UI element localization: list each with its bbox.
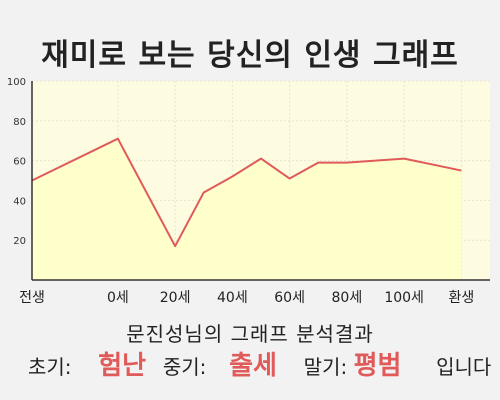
y-tick-label: 40 xyxy=(13,196,26,207)
early-label: 초기: xyxy=(28,355,72,379)
ending-text: 입니다 xyxy=(436,355,492,379)
middle-value: 출세 xyxy=(229,351,277,381)
result-summary: 초기: 험난 중기: 출세 말기: 평범 입니다 xyxy=(28,345,492,382)
x-tick-label: 20세 xyxy=(160,290,191,306)
x-tick-label: 60세 xyxy=(274,290,305,306)
life-graph-chart: 20 40 60 80 100 전생 0세 20세 40세 60세 80세 100세 환생 xyxy=(7,77,490,306)
late-label: 말기: xyxy=(303,355,348,379)
late-value: 평범 xyxy=(353,351,402,381)
early-value: 험난 xyxy=(98,351,147,381)
x-tick-label: 환생 xyxy=(448,290,474,306)
result-heading: 문진성님의 그래프 분석결과 xyxy=(126,322,374,346)
y-tick-label: 80 xyxy=(13,117,26,128)
middle-label: 중기: xyxy=(162,355,207,379)
x-tick-label: 0세 xyxy=(107,290,129,306)
y-tick-label: 60 xyxy=(13,157,26,168)
y-tick-label: 20 xyxy=(13,236,26,247)
area-fill xyxy=(32,138,462,280)
page-title: 재미로 보는 당신의 인생 그래프 xyxy=(41,38,459,73)
x-tick-label: 80세 xyxy=(332,290,363,306)
y-tick-label: 100 xyxy=(7,77,26,88)
x-tick-label: 40세 xyxy=(217,290,248,306)
series-line xyxy=(31,137,462,248)
x-tick-label: 전생 xyxy=(19,290,45,306)
x-tick-label: 100세 xyxy=(384,290,424,306)
